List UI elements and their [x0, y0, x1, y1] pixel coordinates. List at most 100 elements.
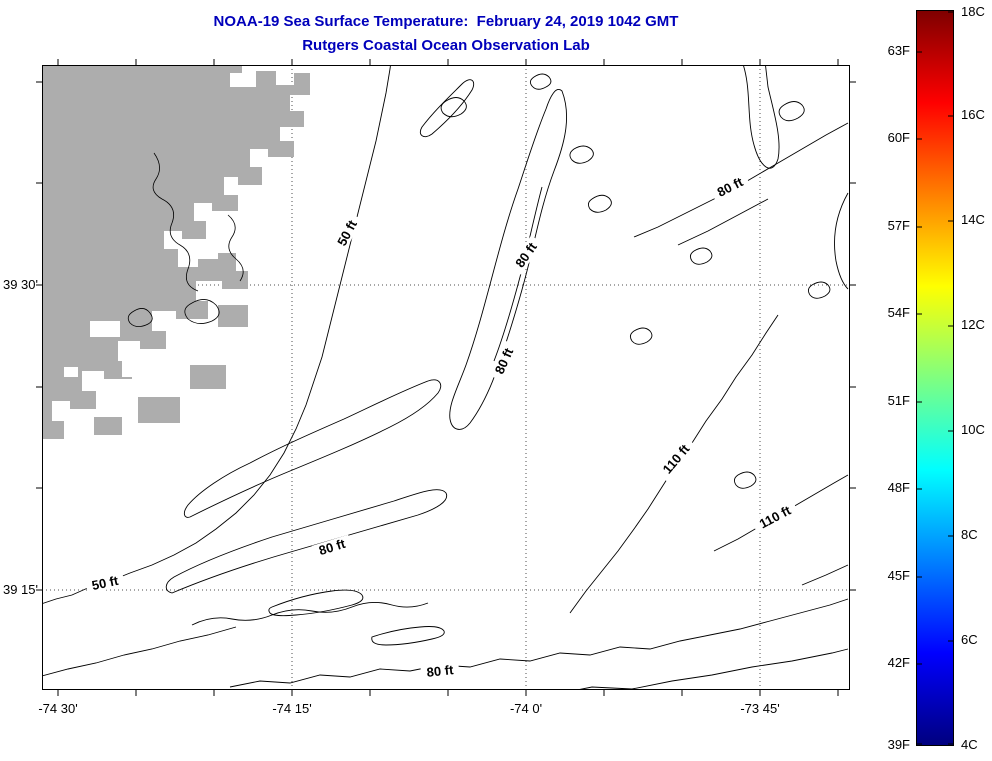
contour-line [371, 626, 445, 646]
x-axis-label: -74 30' [38, 701, 78, 716]
contour-label-bg [84, 572, 126, 594]
contour-line [268, 589, 364, 617]
contour-label-bg [655, 436, 697, 482]
y-axis-label: 39 15' [2, 582, 38, 597]
contour-label-text: 80 ft [317, 536, 348, 558]
colorbar-label-f: 45F [887, 568, 910, 583]
bay-patch [122, 361, 148, 377]
colorbar-label-c: 8C [961, 527, 978, 542]
axis-ticks-right [850, 81, 856, 591]
contour-line [733, 471, 757, 489]
contour-line [807, 281, 831, 299]
colorbar-label-f: 39F [887, 737, 910, 752]
x-axis-label: -74 15' [272, 701, 312, 716]
contour-line [587, 194, 612, 213]
colorbar-label-f: 42F [887, 655, 910, 670]
contour-label: 80 ft [709, 172, 751, 202]
colorbar-label-f: 60F [887, 130, 910, 145]
contour-line [629, 327, 653, 345]
axis-ticks-top [57, 59, 839, 65]
coastline [227, 214, 244, 282]
contour-label-text: 110 ft [757, 502, 794, 531]
colorbar-label-c: 12C [961, 317, 985, 332]
colorbar-label-c: 10C [961, 422, 985, 437]
contour-label: 80 ft [509, 235, 543, 275]
contour-line [529, 73, 552, 90]
contour-line [569, 145, 594, 164]
contour-line [742, 65, 780, 169]
contour-label-bg [509, 235, 543, 275]
contour-line [165, 489, 448, 594]
contour-label-bg [709, 172, 751, 202]
contour-line [801, 564, 849, 586]
contour-line [493, 186, 543, 362]
colorbar-ticks-celsius [948, 11, 953, 745]
colorbar-label-f: 54F [887, 305, 910, 320]
colorbar-label-f: 57F [887, 218, 910, 233]
colorbar-label-c: 16C [961, 107, 985, 122]
contour-label: 80 ft [420, 662, 460, 680]
contour-label-bg [489, 340, 519, 382]
colorbar-label-c: 14C [961, 212, 985, 227]
map-area: 50 ft 80 ft 80 ft 80 ft [36, 59, 856, 696]
contour-label: 50 ft [84, 572, 126, 594]
map-frame [42, 65, 850, 690]
map-canvas: 50 ft 80 ft 80 ft 80 ft [36, 59, 856, 696]
contour-line [449, 89, 568, 430]
contour-line [42, 65, 391, 605]
land-patch [218, 305, 248, 327]
contour-label: 80 ft [311, 534, 353, 560]
plot-subtitle: Rutgers Coastal Ocean Observation Lab [302, 37, 590, 54]
colorbar-label-c: 4C [961, 737, 978, 752]
contour-line [440, 97, 467, 118]
land-patch [94, 417, 122, 435]
x-axis-label: -74 0' [509, 701, 543, 716]
coastline [184, 299, 220, 324]
coastline [127, 308, 153, 327]
land-patch [138, 397, 180, 423]
contour-label-bg [420, 662, 460, 680]
colorbar-label-c: 6C [961, 632, 978, 647]
bay-patch [64, 367, 78, 377]
colorbar-label-f: 51F [887, 393, 910, 408]
contour-line [778, 101, 805, 122]
contour-label-bg [331, 212, 363, 254]
contour-line [834, 192, 849, 290]
coastline-contours [127, 152, 244, 327]
colorbar-ticks-fahrenheit [917, 51, 922, 745]
contour-line [677, 198, 769, 246]
plot-title: NOAA-19 Sea Surface Temperature: Februar… [213, 13, 679, 30]
contour-line [574, 648, 849, 690]
colorbar-label-c: 18C [961, 4, 985, 19]
contour-line [419, 79, 475, 138]
contour-label-text: 80 ft [426, 662, 455, 680]
contour-line [191, 602, 429, 626]
grid-lines [42, 65, 850, 690]
contour-label-text: 50 ft [90, 573, 120, 593]
colorbar-label-f: 63F [887, 43, 910, 58]
colorbar [916, 10, 954, 746]
coastline [152, 152, 199, 292]
contour-line [689, 247, 713, 265]
contour-label: 110 ft [751, 500, 799, 534]
contour-label: 50 ft [331, 212, 363, 254]
contour-label-bg [751, 500, 799, 534]
depth-contours [42, 65, 849, 690]
x-axis-label: -73 45' [740, 701, 780, 716]
axis-ticks-left [36, 81, 42, 591]
colorbar-label-f: 48F [887, 480, 910, 495]
contour-line [183, 379, 442, 518]
contour-labels: 50 ft 80 ft 80 ft 80 ft [84, 172, 799, 680]
land-patch [190, 365, 226, 389]
colorbar-ticks [917, 11, 953, 745]
contour-label-bg [311, 534, 353, 560]
bay-patch [90, 321, 120, 337]
contour-label: 110 ft [655, 436, 697, 482]
contour-line [229, 598, 849, 688]
y-axis-label: 39 30' [2, 277, 38, 292]
contour-line [42, 626, 237, 677]
axis-ticks-bottom [57, 690, 839, 696]
land-mask [42, 65, 310, 439]
contour-label: 80 ft [489, 340, 519, 382]
